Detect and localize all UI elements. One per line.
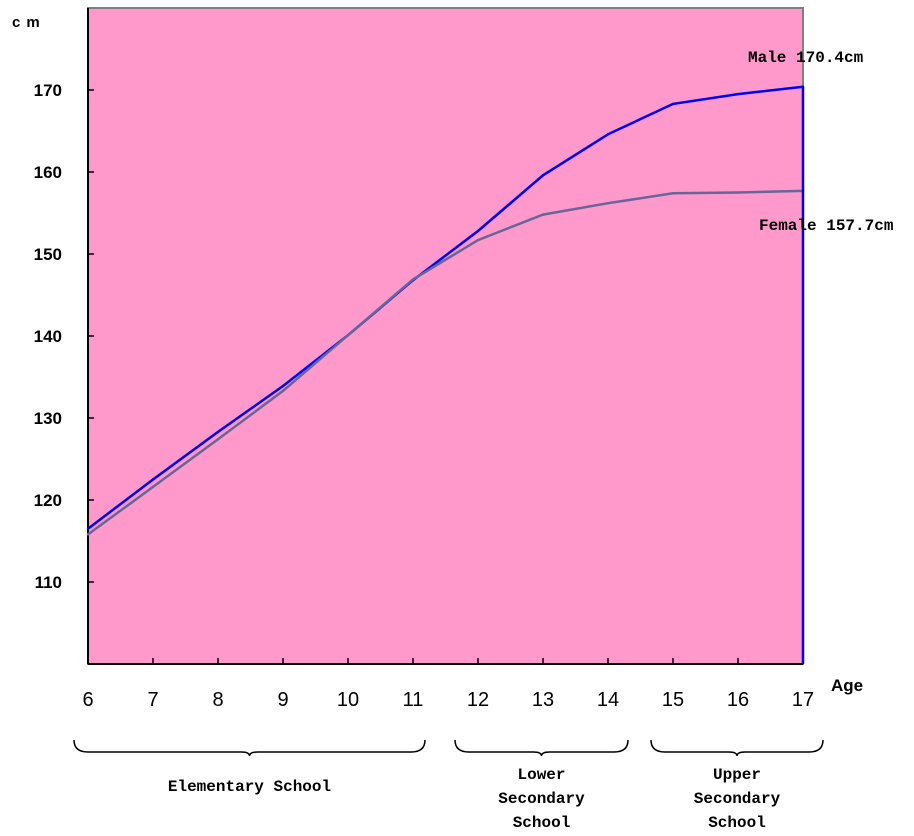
- series-line-female: [87, 189, 804, 536]
- group-brace: [650, 739, 824, 757]
- data-point-female: [281, 389, 285, 393]
- data-point-female: [86, 533, 90, 536]
- data-point-male: [541, 174, 545, 177]
- x-tick-label: 11: [403, 689, 424, 711]
- data-point-female: [671, 192, 675, 195]
- data-point-female: [346, 333, 350, 337]
- x-tick-label: 10: [337, 689, 359, 711]
- x-tick-label: 13: [532, 689, 554, 711]
- x-tick-label: 17: [792, 689, 814, 711]
- y-tick-label: 170: [34, 81, 62, 100]
- data-point-female: [541, 213, 545, 216]
- x-tick-label: 15: [662, 689, 684, 711]
- labels-layer: Male 170.4cm Female 157.7cm: [748, 49, 894, 235]
- x-tick-label: 6: [82, 689, 93, 711]
- data-point-female: [411, 278, 415, 281]
- group-brace: [73, 739, 426, 757]
- data-point-male: [281, 384, 285, 388]
- data-point-male: [216, 430, 220, 434]
- data-point-male: [671, 102, 675, 106]
- y-tick-label: 160: [34, 163, 62, 182]
- data-point-male: [86, 527, 90, 530]
- data-point-male: [476, 229, 480, 233]
- data-point-male: [151, 478, 155, 481]
- y-tick-label: 130: [34, 409, 62, 428]
- data-point-female: [736, 191, 740, 194]
- group-label: School: [708, 814, 766, 832]
- y-tick-label: 110: [35, 573, 62, 592]
- series-layer: [86, 85, 805, 664]
- x-tick-label: 12: [467, 689, 489, 711]
- annotation-female: Female 157.7cm: [759, 217, 894, 235]
- x-tick-label: 7: [147, 689, 158, 711]
- data-point-male: [606, 133, 610, 136]
- group-label: Elementary School: [168, 778, 331, 796]
- x-tick-label: 9: [277, 689, 288, 711]
- group-label: Lower: [517, 766, 565, 784]
- series-line-male: [87, 85, 804, 530]
- data-point-female: [606, 201, 610, 205]
- plot-area: [87, 7, 804, 665]
- group-label: Secondary: [498, 790, 585, 808]
- data-point-female: [476, 238, 480, 242]
- data-point-female: [151, 485, 155, 489]
- group-brace: [454, 739, 629, 757]
- data-point-male: [736, 92, 740, 96]
- axes: 110 120 130 140 150 160 170 6 7 8 9 10 11 12 13 14 15 16 1…: [34, 8, 814, 711]
- school-groups: Elementary School Lower Secondary School Upp…: [73, 739, 824, 832]
- group-label: Secondary: [694, 790, 781, 808]
- y-tick-label: 140: [34, 327, 62, 346]
- y-tick-label: 120: [34, 491, 62, 510]
- data-point-female: [216, 438, 220, 441]
- y-unit-label: cm: [12, 14, 46, 31]
- x-tick-label: 16: [727, 689, 749, 711]
- x-axis-label: Age: [831, 676, 863, 695]
- x-tick-label: 14: [597, 689, 619, 711]
- group-label: School: [513, 814, 571, 832]
- group-label: Upper: [713, 766, 761, 784]
- x-tick-label: 8: [212, 689, 223, 711]
- annotation-male: Male 170.4cm: [748, 49, 864, 67]
- y-tick-label: 150: [34, 245, 62, 264]
